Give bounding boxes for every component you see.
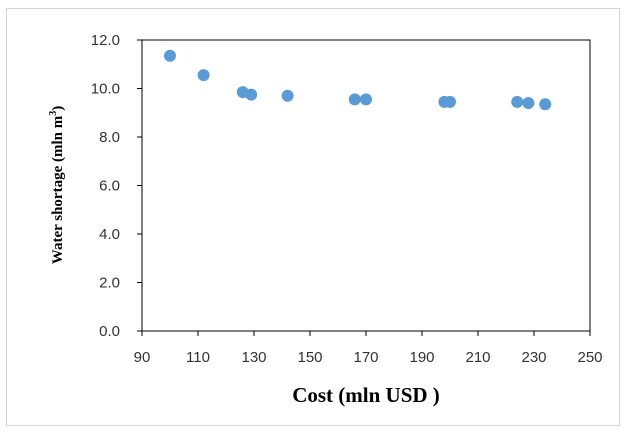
y-axis-title: Water shortage (mln m3) [48, 106, 66, 264]
x-tick-label: 130 [241, 349, 266, 366]
data-point-1 [164, 49, 176, 62]
x-axis-title: Cost (mln USD ) [292, 383, 440, 407]
y-axis-title-close: ) [50, 106, 66, 111]
y-tick-label: 4.0 [99, 226, 120, 243]
plot-area [141, 39, 591, 332]
y-axis-title-superscript: 3 [48, 111, 59, 116]
x-axis-ticks: 90 110 130 150 170 190 210 230 250 [134, 331, 603, 366]
y-tick-label: 6.0 [99, 178, 120, 195]
y-axis-ticks: 0.0 2.0 4.0 6.0 8.0 10.0 12.0 [91, 32, 142, 340]
data-points [164, 49, 552, 111]
y-tick-label: 8.0 [99, 129, 120, 146]
y-tick-label: 10.0 [91, 81, 120, 98]
data-point-11 [522, 97, 535, 110]
data-point-12 [539, 98, 552, 111]
y-tick-label: 12.0 [91, 32, 120, 49]
y-tick-label: 0.0 [99, 323, 120, 340]
data-point-5 [281, 89, 294, 102]
x-tick-label: 110 [186, 349, 210, 366]
data-point-9 [444, 95, 456, 108]
data-point-4 [245, 88, 258, 101]
x-tick-label: 230 [521, 349, 546, 366]
x-tick-label: 90 [134, 349, 151, 366]
data-point-2 [197, 69, 210, 82]
data-point-7 [360, 93, 372, 106]
x-tick-label: 210 [465, 349, 490, 366]
x-tick-label: 250 [577, 349, 602, 366]
data-point-6 [348, 93, 361, 106]
y-tick-label: 2.0 [99, 275, 120, 292]
x-tick-label: 150 [297, 349, 322, 366]
data-point-10 [511, 95, 524, 108]
x-tick-label: 190 [409, 349, 434, 366]
y-axis-title-main: Water shortage (mln m [50, 115, 66, 264]
x-tick-label: 170 [353, 349, 378, 366]
